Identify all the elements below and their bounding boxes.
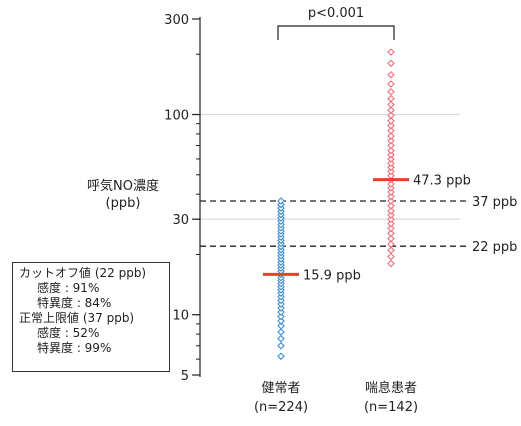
data-point <box>387 121 395 130</box>
y-tick-label: 5 <box>181 369 189 384</box>
data-point <box>387 150 395 159</box>
data-point <box>277 341 285 350</box>
data-point <box>387 159 395 168</box>
data-point <box>387 211 395 219</box>
data-point <box>387 141 395 150</box>
category-label: 喘息患者 <box>365 380 417 396</box>
significance-bracket <box>277 25 395 40</box>
data-point <box>387 132 395 140</box>
data-point <box>387 229 395 238</box>
reference-line-label: 22 ppb <box>472 240 517 255</box>
data-point <box>387 70 395 79</box>
data-point <box>277 334 285 343</box>
data-point <box>387 259 395 268</box>
data-point <box>387 59 395 68</box>
y-tick-label: 100 <box>164 109 189 124</box>
significance-label: p<0.001 <box>308 6 364 21</box>
data-point <box>277 312 285 321</box>
data-point <box>387 146 395 155</box>
y-axis-unit: (ppb) <box>106 196 141 211</box>
data-point <box>387 234 395 243</box>
data-point <box>387 215 395 223</box>
data-point <box>277 304 285 312</box>
category-n-label: (n=142) <box>364 400 418 415</box>
data-point <box>387 188 395 196</box>
data-point <box>277 328 285 336</box>
data-point <box>277 317 285 325</box>
median-label: 47.3 ppb <box>413 174 471 189</box>
data-point <box>387 94 395 103</box>
data-point <box>277 308 285 316</box>
data-point <box>387 117 395 125</box>
cutoff-sensitivity: 感度 : 91% <box>37 281 100 295</box>
data-point <box>277 197 285 205</box>
y-tick-label: 10 <box>172 309 189 324</box>
data-point <box>387 87 395 96</box>
data-point <box>387 136 395 145</box>
data-point <box>387 224 395 233</box>
data-point <box>387 184 395 192</box>
data-point <box>387 219 395 228</box>
cutoff-title: カットオフ値 (22 ppb) <box>19 266 147 280</box>
data-point <box>387 167 395 176</box>
y-tick-label: 300 <box>164 13 189 28</box>
y-tick-label: 30 <box>172 213 189 228</box>
data-point <box>277 322 285 330</box>
data-point <box>387 197 395 205</box>
data-point <box>387 202 395 210</box>
category-label: 健常者 <box>261 381 300 396</box>
data-point <box>387 207 395 215</box>
category-n-label: (n=224) <box>254 400 308 415</box>
cutoff-annotation-box: カットオフ値 (22 ppb) 感度 : 91% 特異度 : 84% 正常上限値… <box>12 262 170 372</box>
data-point <box>387 163 395 172</box>
data-point <box>387 192 395 201</box>
data-point <box>387 48 395 56</box>
data-point <box>387 100 395 109</box>
data-point <box>387 126 395 135</box>
data-point <box>277 352 285 361</box>
data-point <box>387 246 395 254</box>
data-point <box>387 111 395 120</box>
reference-line-label: 37 ppb <box>472 195 517 210</box>
upper-limit-title: 正常上限値 (37 ppb) <box>19 311 135 325</box>
cutoff-specificity: 特異度 : 84% <box>37 296 112 310</box>
upper-limit-sensitivity: 感度 : 52% <box>37 326 100 340</box>
data-point <box>387 106 395 115</box>
y-axis-label: 呼気NO濃度 <box>87 178 159 194</box>
median-label: 15.9 ppb <box>303 268 361 283</box>
data-point <box>387 180 395 188</box>
data-point <box>387 80 395 88</box>
data-point <box>387 252 395 261</box>
data-point <box>387 240 395 248</box>
data-point <box>387 155 395 163</box>
upper-limit-specificity: 特異度 : 99% <box>37 341 112 355</box>
